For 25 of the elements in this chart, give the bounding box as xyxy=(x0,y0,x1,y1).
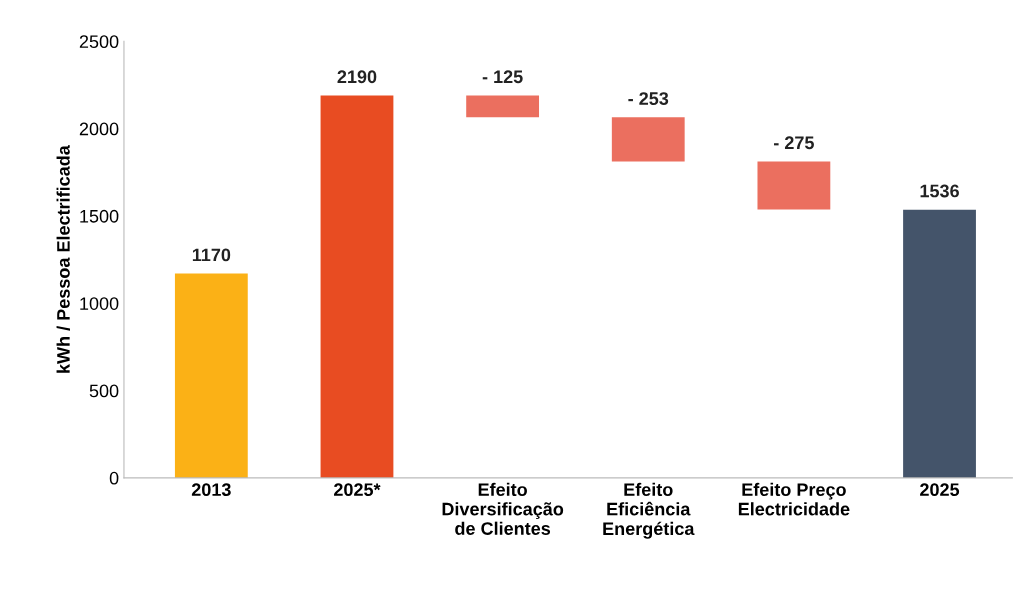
data-label: - 253 xyxy=(628,92,669,105)
x-tick-label: Efeito Eficiência Energética xyxy=(603,482,695,539)
data-label: 1170 xyxy=(192,248,231,262)
x-tick-label: Efeito Preço Electricidade xyxy=(738,482,850,516)
bar xyxy=(757,161,831,210)
data-label: - 275 xyxy=(774,136,814,150)
bar xyxy=(611,117,685,162)
x-tick-label: 2013 xyxy=(191,483,231,497)
y-tick-label: 2000 xyxy=(79,122,119,136)
y-tick-label: 500 xyxy=(89,384,119,398)
bar xyxy=(903,209,976,478)
y-axis-title: kWh / Pessoa Electrificada xyxy=(56,145,70,373)
data-label: - 125 xyxy=(482,70,523,84)
bar xyxy=(320,95,394,478)
x-tick-label: 2025 xyxy=(920,483,960,497)
data-label: 2190 xyxy=(337,70,377,84)
y-tick-label: 1500 xyxy=(80,209,119,223)
y-tick-label: 1000 xyxy=(80,297,119,310)
data-label: 1536 xyxy=(920,184,959,198)
y-tick-label: 0 xyxy=(109,471,119,485)
y-tick-label: 2500 xyxy=(79,35,119,49)
bar xyxy=(466,95,540,118)
bar xyxy=(174,273,248,478)
x-tick-label: 2025* xyxy=(334,483,381,497)
x-tick-label: Efeito Diversificação de Clientes xyxy=(442,482,564,535)
